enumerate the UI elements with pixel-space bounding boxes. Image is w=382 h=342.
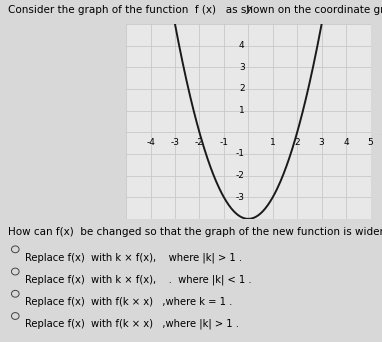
Text: 4: 4 (239, 41, 244, 50)
Text: 4: 4 (343, 138, 349, 147)
Text: 3: 3 (319, 138, 325, 147)
Text: -4: -4 (146, 138, 155, 147)
Text: 2: 2 (295, 138, 300, 147)
Text: Replace f(x)  with k × f(x),    .  where |k| < 1 .: Replace f(x) with k × f(x), . where |k| … (25, 274, 251, 285)
Text: Replace f(x)  with f(k × x)   ,where k = 1 .: Replace f(x) with f(k × x) ,where k = 1 … (25, 297, 232, 306)
Text: Consider the graph of the function  f (x)   as shown on the coordinate grid.: Consider the graph of the function f (x)… (8, 5, 382, 15)
Text: 1: 1 (239, 106, 244, 115)
Text: 3: 3 (239, 63, 244, 72)
Text: -1: -1 (236, 149, 244, 158)
Text: 1: 1 (270, 138, 276, 147)
Text: -2: -2 (195, 138, 204, 147)
Text: y: y (245, 4, 252, 14)
Text: Replace f(x)  with f(k × x)   ,where |k| > 1 .: Replace f(x) with f(k × x) ,where |k| > … (25, 319, 239, 329)
Text: -3: -3 (170, 138, 180, 147)
Text: 5: 5 (367, 138, 374, 147)
Text: -2: -2 (236, 171, 244, 180)
Text: 2: 2 (239, 84, 244, 93)
Text: -1: -1 (219, 138, 228, 147)
Text: How can f(x)  be changed so that the graph of the new function is wider than the: How can f(x) be changed so that the grap… (8, 227, 382, 237)
Text: Replace f(x)  with k × f(x),    where |k| > 1 .: Replace f(x) with k × f(x), where |k| > … (25, 252, 242, 263)
Text: -3: -3 (236, 193, 244, 202)
